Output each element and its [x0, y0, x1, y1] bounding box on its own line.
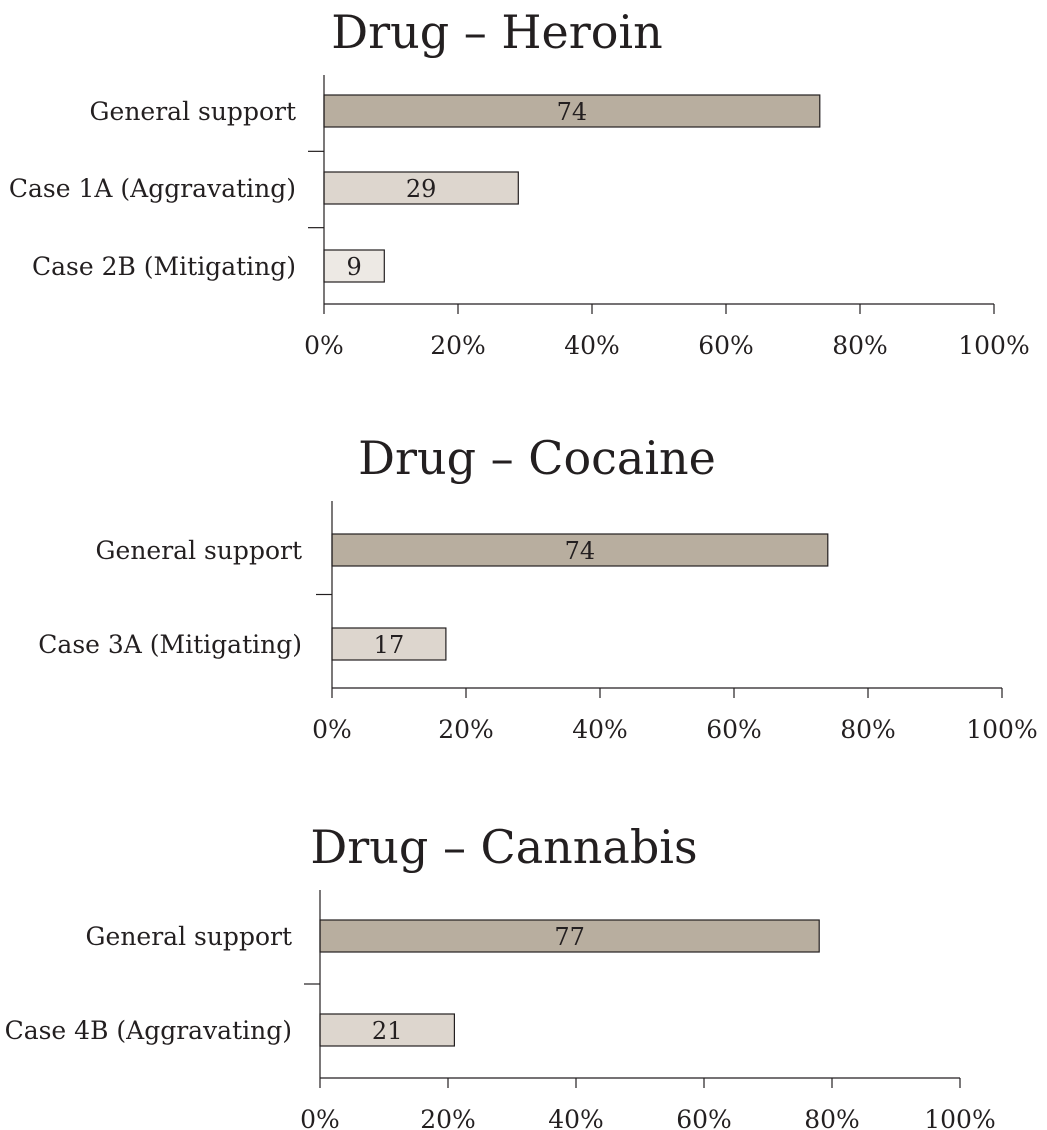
bar-value-label: 77 — [554, 923, 585, 951]
x-tick-label: 20% — [420, 1105, 476, 1130]
bar-value-label: 21 — [372, 1017, 403, 1045]
x-tick-label: 40% — [564, 331, 620, 360]
category-label: Case 3A (Mitigating) — [38, 630, 302, 659]
x-tick-label: 20% — [430, 331, 486, 360]
x-tick-label: 80% — [840, 715, 896, 744]
x-tick-label: 40% — [548, 1105, 604, 1130]
x-tick-label: 0% — [300, 1105, 340, 1130]
chart-title: Drug – Cannabis — [310, 820, 697, 874]
category-label: Case 2B (Mitigating) — [32, 252, 296, 281]
bar-value-label: 74 — [557, 98, 588, 126]
category-label: Case 4B (Aggravating) — [5, 1016, 292, 1045]
bar-value-label: 74 — [565, 537, 596, 565]
category-label: Case 1A (Aggravating) — [9, 174, 296, 203]
bar — [331, 533, 829, 567]
bar — [331, 627, 447, 661]
x-tick-label: 60% — [698, 331, 754, 360]
category-label: General support — [96, 536, 302, 565]
category-label: General support — [90, 97, 296, 126]
x-tick-label: 0% — [312, 715, 352, 744]
x-tick-label: 60% — [706, 715, 762, 744]
bar-value-label: 29 — [406, 175, 437, 203]
x-tick-label: 0% — [304, 331, 344, 360]
x-tick-label: 100% — [924, 1105, 995, 1130]
chart-title: Drug – Cocaine — [358, 431, 716, 485]
x-tick-label: 80% — [804, 1105, 860, 1130]
bar-value-label: 17 — [374, 631, 405, 659]
x-tick-label: 80% — [832, 331, 888, 360]
bar — [323, 171, 519, 205]
x-tick-label: 100% — [966, 715, 1037, 744]
x-tick-label: 40% — [572, 715, 628, 744]
category-label: General support — [86, 922, 292, 951]
bar-value-label: 9 — [347, 253, 362, 281]
x-tick-label: 60% — [676, 1105, 732, 1130]
bar — [319, 1013, 455, 1047]
x-tick-label: 20% — [438, 715, 494, 744]
x-tick-label: 100% — [958, 331, 1029, 360]
chart-title: Drug – Heroin — [331, 5, 663, 59]
